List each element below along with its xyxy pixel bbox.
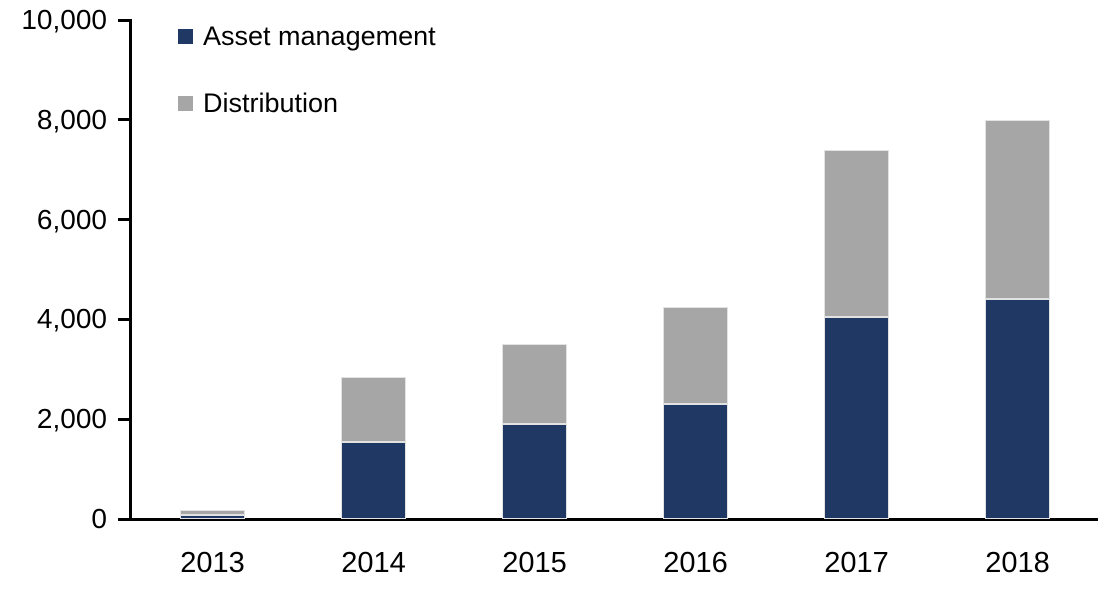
y-tick-mark-0 [118, 517, 132, 521]
y-tick-mark-6000 [118, 218, 132, 222]
bar-2015-distribution [502, 344, 567, 425]
legend-item-distribution: Distribution [178, 87, 436, 120]
x-tick-label-2015: 2015 [502, 547, 567, 579]
legend-label-distribution: Distribution [203, 88, 339, 118]
y-axis-line [129, 19, 132, 521]
y-tick-mark-2000 [118, 417, 132, 421]
x-tick-label-2017: 2017 [824, 547, 889, 579]
legend-item-asset-management: Asset management [178, 20, 436, 53]
bar-2013-distribution [180, 509, 245, 515]
bar-2018-distribution [985, 119, 1050, 300]
bar-2017-asset-management [824, 316, 889, 519]
legend: Asset management Distribution [178, 20, 436, 120]
bar-2017-distribution [824, 149, 889, 317]
legend-swatch-distribution [178, 96, 193, 111]
x-tick-label-2018: 2018 [985, 547, 1050, 579]
bar-2015-asset-management [502, 424, 567, 519]
x-axis-line [129, 518, 1098, 521]
y-tick-label-6000: 6,000 [36, 203, 107, 235]
legend-label-asset-management: Asset management [203, 21, 436, 51]
x-tick-label-2013: 2013 [180, 547, 245, 579]
bar-2016-distribution [663, 306, 728, 405]
bar-2014-asset-management [341, 441, 406, 519]
y-tick-label-4000: 4,000 [36, 303, 107, 335]
y-tick-mark-10000 [118, 18, 132, 22]
bar-2018-asset-management [985, 299, 1050, 519]
x-tick-label-2016: 2016 [663, 547, 728, 579]
y-tick-mark-4000 [118, 317, 132, 321]
legend-swatch-asset-management [178, 29, 193, 44]
y-tick-label-2000: 2,000 [36, 403, 107, 435]
bar-2013-asset-management [180, 514, 245, 519]
bar-2014-distribution [341, 376, 406, 442]
y-tick-label-0: 0 [91, 503, 107, 534]
y-tick-label-8000: 8,000 [36, 103, 107, 135]
x-tick-label-2014: 2014 [341, 547, 406, 579]
y-tick-label-10000: 10,000 [21, 4, 107, 35]
y-tick-mark-8000 [118, 118, 132, 122]
bar-2016-asset-management [663, 404, 728, 519]
